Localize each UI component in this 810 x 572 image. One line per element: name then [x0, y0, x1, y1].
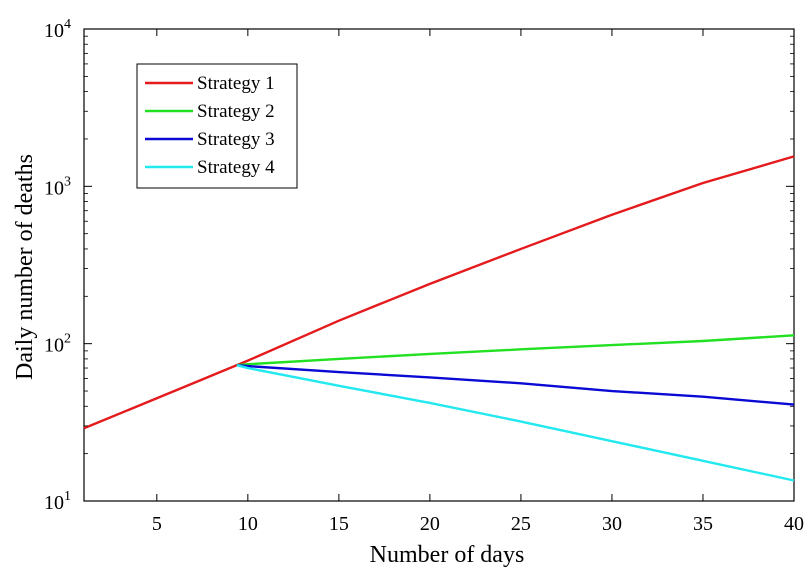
x-tick-label: 40 — [784, 513, 804, 535]
x-tick-label: 35 — [693, 513, 713, 535]
x-tick-label: 25 — [511, 513, 531, 535]
y-tick-exponent: 1 — [64, 489, 71, 504]
x-axis-ticks: 5 10 15 20 25 30 35 40 — [152, 29, 804, 535]
series-line-strategy-4 — [236, 364, 795, 482]
legend: Strategy 1 Strategy 2 Strategy 3 Strategy 4 — [136, 63, 298, 189]
y-tick-base: 10 — [44, 20, 64, 42]
y-tick-exponent: 4 — [64, 17, 71, 32]
y-tick-base: 10 — [44, 335, 64, 357]
y-axis-label: Daily number of deaths — [12, 154, 38, 380]
x-axis-label: Number of days — [370, 542, 525, 568]
y-tick-exponent: 3 — [64, 174, 71, 189]
y-tick-label: 103 — [44, 174, 71, 199]
x-tick-label: 30 — [602, 513, 622, 535]
series-layer — [83, 155, 795, 482]
y-tick-label: 104 — [44, 17, 71, 42]
legend-label-strategy-4: Strategy 4 — [197, 157, 275, 178]
series-line-strategy-2 — [236, 334, 795, 367]
x-tick-label: 5 — [152, 513, 162, 535]
x-tick-label: 15 — [329, 513, 349, 535]
plot-frame — [83, 28, 795, 502]
y-tick-base: 10 — [44, 492, 64, 514]
legend-label-strategy-2: Strategy 2 — [197, 101, 275, 122]
y-tick-label: 101 — [44, 489, 71, 514]
x-tick-label: 20 — [420, 513, 440, 535]
x-tick-label: 10 — [238, 513, 258, 535]
y-tick-base: 10 — [44, 177, 64, 199]
legend-label-strategy-1: Strategy 1 — [197, 73, 275, 94]
series-line-strategy-1 — [83, 155, 795, 430]
y-tick-label: 102 — [44, 332, 71, 357]
legend-label-strategy-3: Strategy 3 — [197, 129, 275, 150]
y-tick-exponent: 2 — [64, 332, 71, 347]
series-line-strategy-3 — [236, 363, 795, 406]
plot-area-border — [83, 28, 795, 502]
